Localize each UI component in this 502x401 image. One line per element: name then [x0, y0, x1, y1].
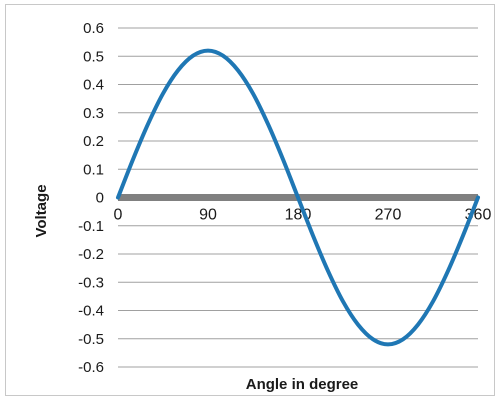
y-tick-label: 0.6 — [83, 20, 104, 37]
y-tick-label: -0.2 — [78, 246, 104, 263]
y-tick-label: -0.3 — [78, 274, 104, 291]
series-line-0 — [116, 48, 480, 347]
y-tick-labels: 0.6 0.5 0.4 0.3 0.2 0.1 0 -0.1 -0.2 -0.3 -0.4 -0.5 -… — [78, 20, 104, 376]
y-tick-label: 0.3 — [83, 105, 104, 122]
y-tick-label: -0.4 — [78, 303, 104, 320]
x-axis-title: Angle in degree — [246, 376, 359, 393]
series-layer — [116, 48, 480, 347]
gridlines — [118, 27, 478, 368]
x-tick-label: 0 — [114, 207, 123, 224]
y-tick-label: -0.1 — [78, 218, 104, 235]
y-tick-label: 0 — [96, 190, 104, 207]
y-tick-label: 0.5 — [83, 48, 104, 65]
y-tick-label: 0.1 — [83, 161, 104, 178]
y-axis-title: Voltage — [33, 184, 50, 237]
x-tick-label: 90 — [199, 207, 217, 224]
y-tick-label: -0.5 — [78, 331, 104, 348]
y-tick-label: 0.4 — [83, 77, 104, 94]
y-tick-label: 0.2 — [83, 133, 104, 150]
y-tick-label: -0.6 — [78, 359, 104, 376]
x-tick-label: 270 — [375, 207, 402, 224]
